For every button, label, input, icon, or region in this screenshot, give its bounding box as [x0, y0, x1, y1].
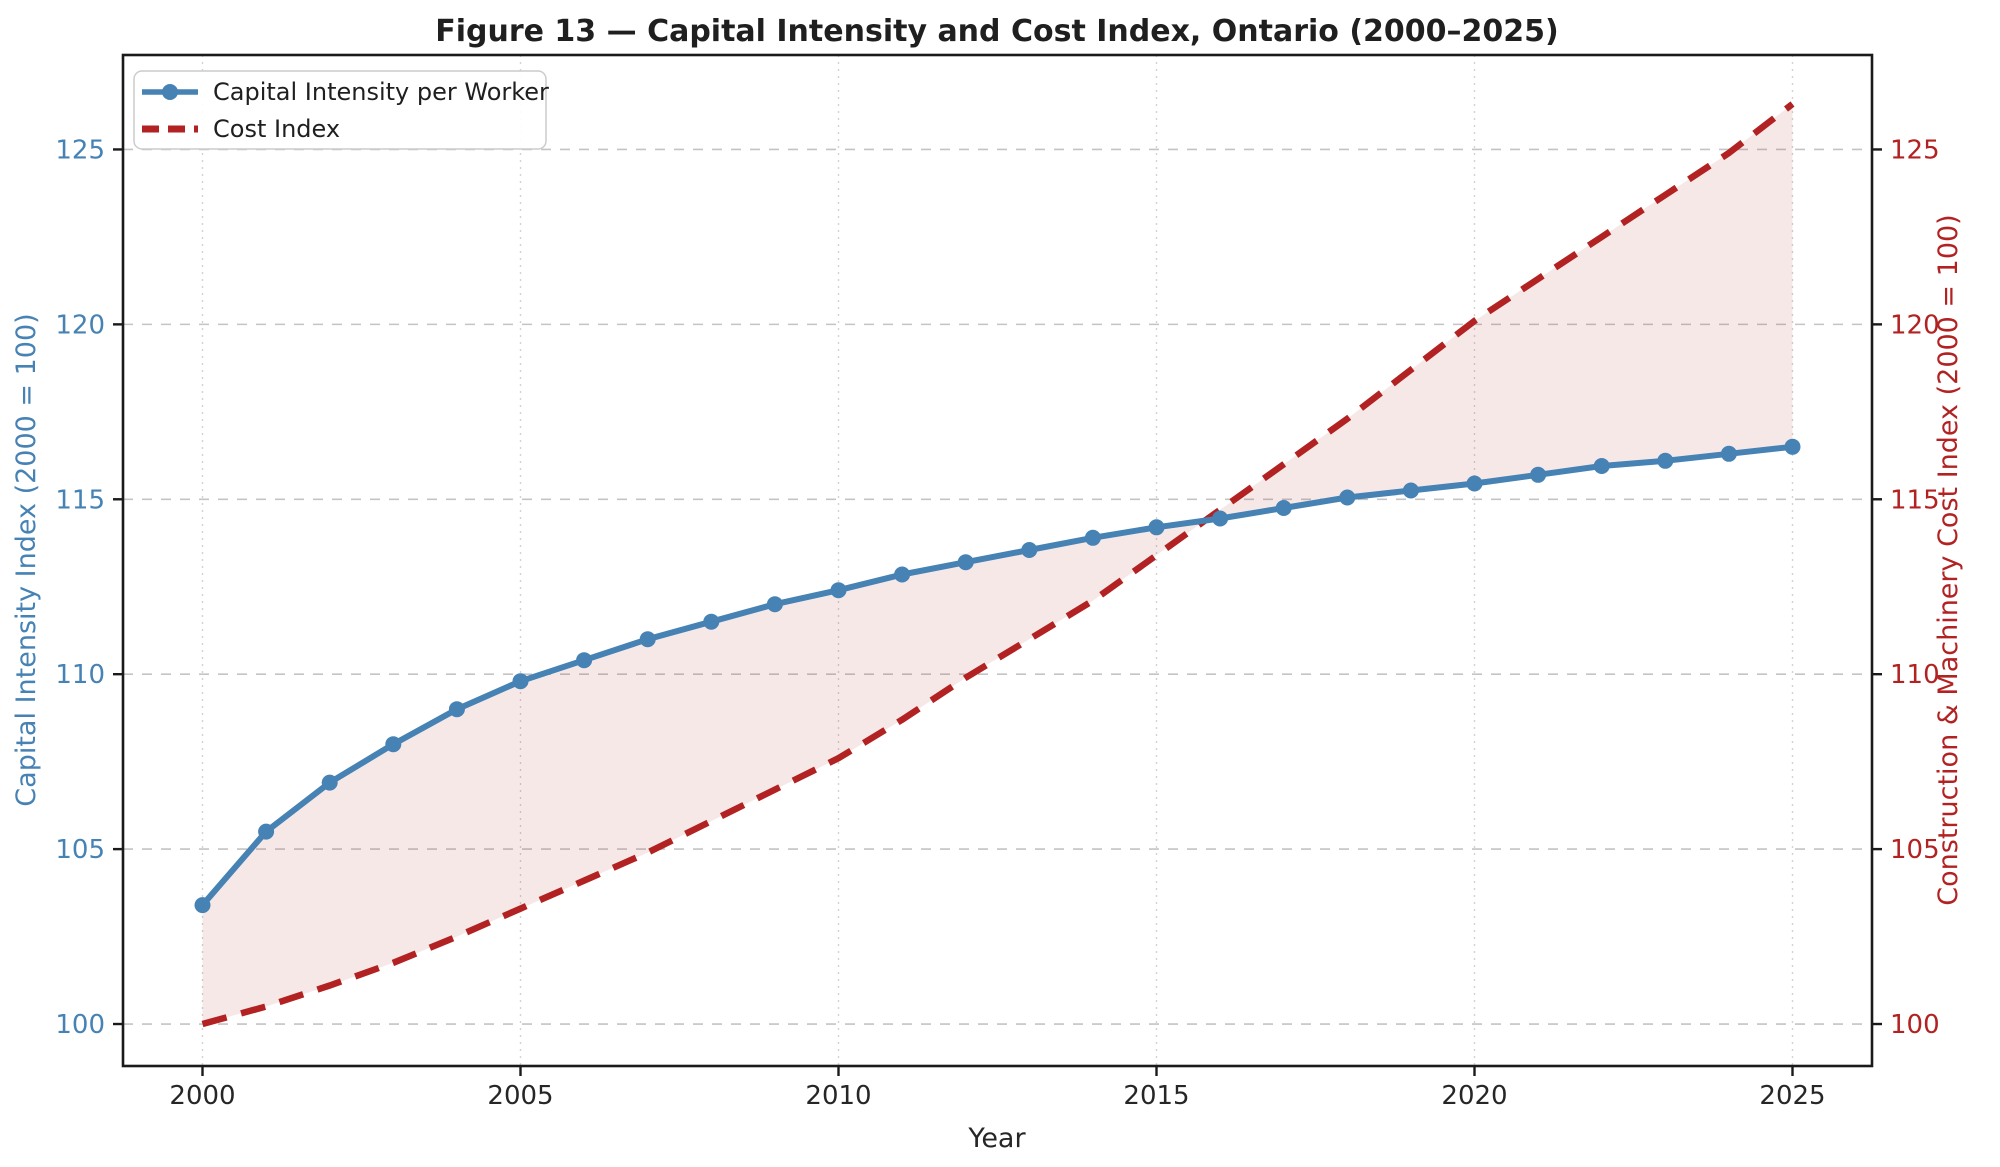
x-tick-label: 2015 [1123, 1081, 1189, 1111]
capital-intensity-marker [957, 554, 974, 571]
capital-intensity-marker [1148, 519, 1165, 536]
x-tick-label: 2025 [1759, 1081, 1825, 1111]
x-tick-label: 2005 [487, 1081, 553, 1111]
right-y-tick-label: 115 [1890, 485, 1940, 515]
capital-intensity-marker [1466, 475, 1483, 492]
capital-intensity-marker [258, 823, 275, 840]
legend: Capital Intensity per Worker Cost Index [133, 70, 549, 150]
capital-intensity-line [199, 443, 1796, 909]
series-lines [194, 101, 1801, 1028]
capital-intensity-marker [894, 566, 911, 583]
plot-border [121, 53, 1874, 1068]
capital-intensity-marker [1402, 482, 1419, 499]
x-tick-label: 2000 [169, 1081, 235, 1111]
left-y-tick-label: 120 [55, 310, 105, 340]
capital-intensity-marker [1084, 529, 1101, 546]
cost-index-line [201, 101, 1795, 1028]
capital-intensity-marker [1275, 500, 1292, 516]
capital-intensity-marker [321, 774, 338, 791]
right-y-tick-label: 120 [1890, 310, 1940, 340]
fill-between-region [202, 104, 1793, 1024]
capital-intensity-marker [1657, 452, 1674, 469]
capital-intensity-marker [1339, 489, 1356, 506]
right-y-tick-label: 125 [1890, 135, 1940, 165]
capital-intensity-marker [1021, 542, 1038, 558]
capital-intensity-marker [194, 897, 211, 914]
legend-box [133, 70, 547, 150]
capital-intensity-marker [1593, 458, 1610, 474]
left-y-tick-label: 125 [55, 135, 105, 165]
gap-fill-area [202, 104, 1793, 1024]
left-y-tick-label: 110 [55, 660, 105, 690]
capital-intensity-marker [703, 613, 720, 630]
capital-intensity-marker [1530, 466, 1547, 483]
gridlines [123, 55, 1872, 1066]
right-y-tick-label: 105 [1890, 835, 1940, 865]
right-y-axis-label: Construction & Machinery Cost Index (200… [1933, 214, 1964, 905]
left-y-axis-label: Capital Intensity Index (2000 = 100) [11, 313, 42, 806]
chart-title: Figure 13 — Capital Intensity and Cost I… [435, 14, 1559, 49]
capital-intensity-marker [766, 596, 783, 613]
x-tick-label: 2020 [1441, 1081, 1507, 1111]
legend-label-cost-index: Cost Index [213, 115, 340, 143]
capital-intensity-marker [830, 582, 847, 599]
x-tick-label: 2010 [805, 1081, 871, 1111]
right-y-tick-label: 100 [1890, 1010, 1940, 1040]
capital-intensity-marker [512, 673, 529, 690]
x-tick-labels: 2000 2005 2010 2015 2020 2025 [169, 1081, 1825, 1111]
left-y-tick-label: 100 [55, 1010, 105, 1040]
right-y-tick-label: 110 [1890, 660, 1940, 690]
left-y-tick-label: 115 [55, 485, 105, 515]
legend-label-capital-intensity: Capital Intensity per Worker [213, 78, 549, 106]
axes-spines [121, 53, 1874, 1068]
capital-intensity-marker [448, 701, 465, 718]
x-axis-label: Year [967, 1123, 1026, 1154]
left-y-tick-labels: 100 105 110 115 120 125 [55, 135, 105, 1040]
legend-marker-circle-icon [162, 84, 178, 100]
capital-intensity-marker [385, 736, 402, 753]
tick-marks [113, 148, 1882, 1076]
capital-intensity-marker [1720, 445, 1737, 462]
capital-intensity-marker [1784, 438, 1801, 455]
right-y-tick-labels: 100 105 110 115 120 125 [1890, 135, 1940, 1040]
capital-intensity-marker [1212, 510, 1229, 527]
left-y-tick-label: 105 [55, 835, 105, 865]
capital-intensity-marker [639, 631, 656, 648]
capital-intensity-marker [576, 652, 593, 669]
